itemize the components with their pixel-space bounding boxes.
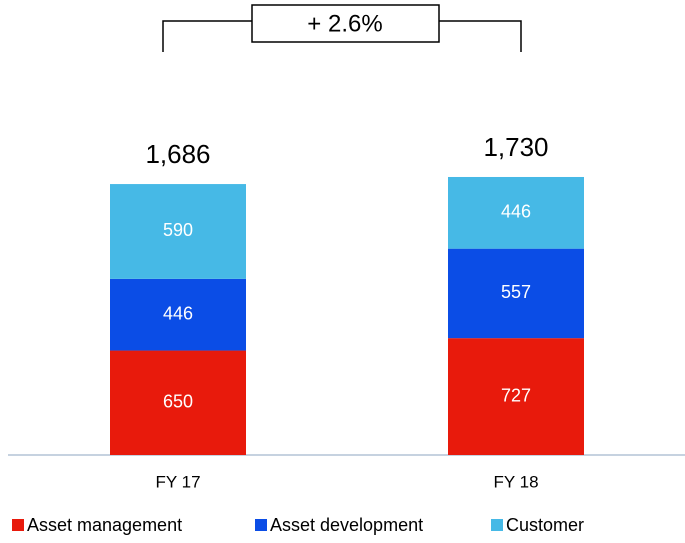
bar-segment: [448, 176, 584, 249]
segment-label: 650: [163, 392, 193, 412]
segment-label: 446: [163, 303, 193, 323]
legend-label: Asset management: [27, 515, 182, 535]
segment-label: 590: [163, 220, 193, 240]
segment-label: 446: [501, 202, 531, 222]
annotation-bracket: [162, 4, 522, 52]
bar-segment: [110, 278, 246, 351]
legend-swatch: [255, 519, 267, 531]
annotation-box: [251, 4, 440, 43]
legend-label: Customer: [506, 515, 584, 535]
bar-segment: [110, 184, 246, 279]
annotation: + 2.6%: [307, 10, 382, 37]
total-label: 1,686: [145, 139, 210, 169]
x-tick-label: FY 18: [493, 472, 538, 491]
bar-segment: [448, 248, 584, 339]
legend-swatch: [491, 519, 503, 531]
bracket-line: [162, 20, 522, 52]
total-label: 1,730: [483, 132, 548, 162]
segment-label: 557: [501, 282, 531, 302]
segment-label: 727: [501, 385, 531, 405]
legend-label: Asset development: [270, 515, 423, 535]
legend-swatch: [12, 519, 24, 531]
bar-segment: [448, 338, 584, 455]
x-tick-label: FY 17: [155, 472, 200, 491]
bar-segment: [110, 350, 246, 455]
